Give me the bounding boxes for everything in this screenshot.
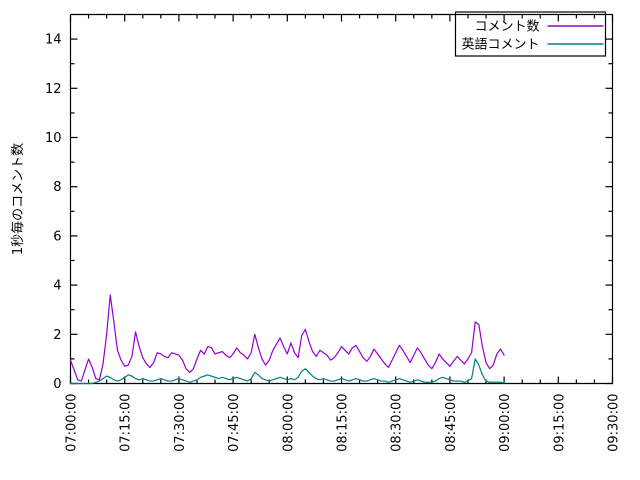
- y-tick-label: 0: [53, 377, 61, 392]
- x-tick-label: 07:15:00: [119, 394, 134, 452]
- x-tick-label: 07:30:00: [173, 394, 188, 452]
- x-tick-label: 09:00:00: [498, 394, 513, 452]
- y-tick-label: 4: [53, 279, 61, 294]
- plot-border: [69, 13, 614, 385]
- y-tick-label: 8: [53, 180, 61, 195]
- x-tick-label: 08:15:00: [336, 394, 351, 452]
- y-tick-label: 2: [53, 328, 61, 343]
- plot-frame: [69, 13, 614, 385]
- x-tick-label: 09:30:00: [607, 394, 622, 452]
- legend-border: [454, 11, 607, 57]
- legend-label-0: コメント数: [474, 20, 539, 35]
- x-tick-label: 07:45:00: [227, 394, 242, 452]
- x-tick-label: 08:45:00: [444, 394, 459, 452]
- x-tick-label: 08:30:00: [390, 394, 405, 452]
- y-tick-label: 14: [45, 33, 62, 48]
- series-line-0: [69, 294, 505, 382]
- data-series-group: [69, 294, 505, 385]
- y-axis-ticks: 0 2 4 6 8 10 12 14: [45, 33, 613, 392]
- y-axis-label: 1秒毎のコメント数: [10, 143, 26, 255]
- x-axis-ticks: 07:00:00 07:15:00 07:30:00 07:45:00 08:00:00…: [65, 14, 622, 452]
- legend-label-1: 英語コメント: [461, 37, 539, 53]
- y-tick-label: 12: [45, 82, 62, 97]
- x-tick-label: 09:15:00: [552, 394, 567, 452]
- x-tick-label: 07:00:00: [65, 394, 80, 452]
- y-tick-label: 6: [53, 229, 61, 244]
- y-axis-title: 1秒毎のコメント数: [10, 143, 26, 255]
- y-tick-label: 10: [45, 131, 62, 146]
- series-line-1: [69, 358, 505, 385]
- x-tick-label: 08:00:00: [281, 394, 296, 452]
